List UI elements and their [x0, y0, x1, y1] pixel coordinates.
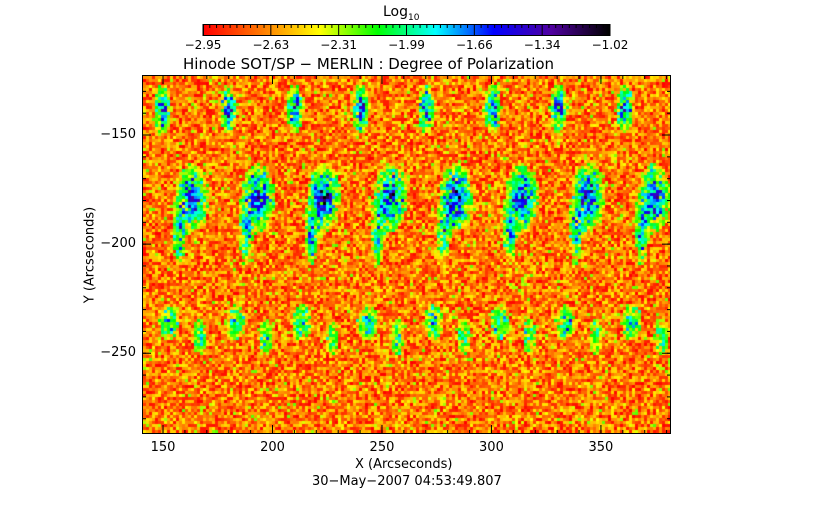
chart-title: Hinode SOT/SP − MERLIN : Degree of Polar…: [183, 55, 555, 73]
y-tick-label: −200: [100, 236, 136, 252]
x-tick-label: 250: [369, 440, 395, 455]
colorbar-tick-label: −1.34: [523, 38, 561, 52]
y-tick-label: −250: [100, 345, 136, 361]
x-tick-label: 200: [260, 440, 285, 455]
plot-area: [142, 75, 671, 434]
x-tick-label: 350: [588, 440, 614, 455]
x-tick-label: 300: [479, 440, 504, 455]
colorbar-tick-label: −2.95: [184, 38, 222, 52]
colorbar-tick-label: −2.63: [252, 38, 290, 52]
x-axis-label: X (Arcseconds): [355, 457, 453, 472]
colorbar-tick-label: −2.31: [320, 38, 358, 52]
x-tick-label: 150: [150, 440, 176, 455]
colorbar-tick-label: −1.99: [388, 38, 425, 52]
colorbar-label: Log10: [383, 4, 420, 23]
colorbar-tick-label: −1.66: [455, 38, 493, 52]
y-axis-label: Y (Arcseconds): [82, 206, 98, 304]
colorbar-tick-label: −1.02: [591, 38, 629, 52]
y-tick-label: −150: [100, 127, 136, 142]
timestamp: 30−May−2007 04:53:49.807: [312, 474, 502, 489]
polarization-heatmap: [143, 76, 670, 433]
